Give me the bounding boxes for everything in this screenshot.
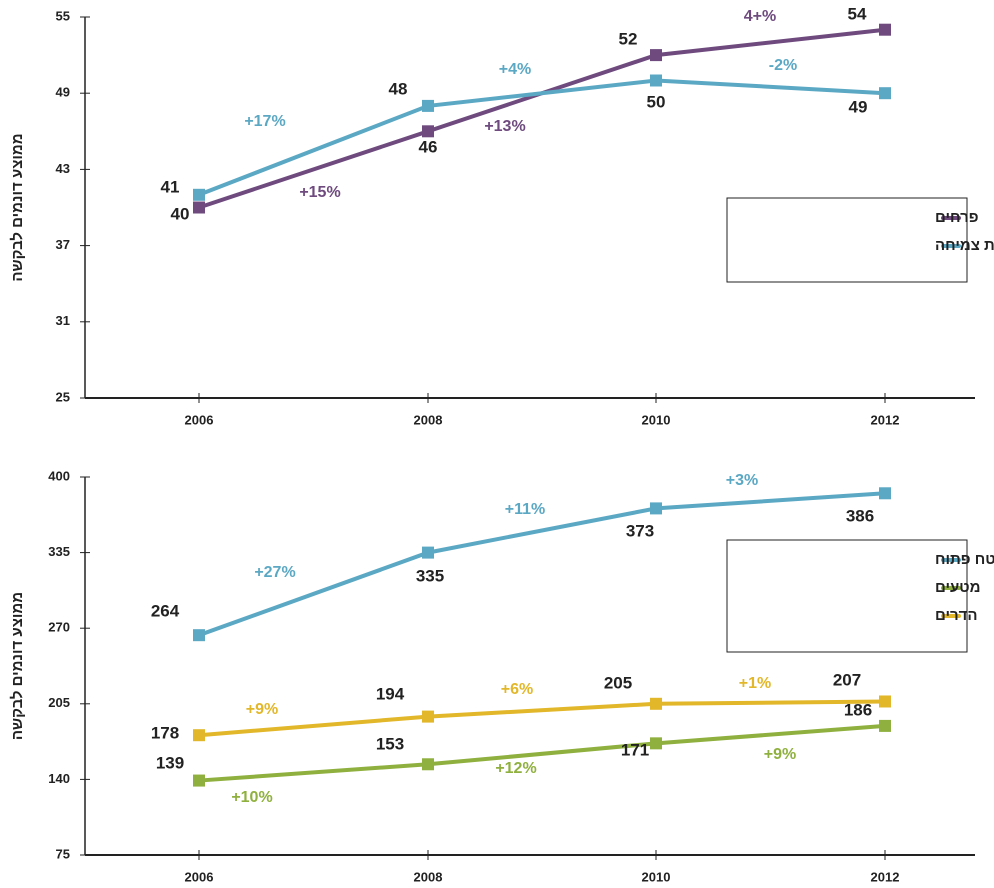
series-line xyxy=(198,699,886,738)
data-label: 139 xyxy=(156,753,184,772)
legend-box xyxy=(726,197,968,283)
data-point xyxy=(879,23,891,36)
data-point xyxy=(879,487,891,500)
x-tick-label: 2006 xyxy=(185,869,214,884)
change-label: +13% xyxy=(484,118,525,135)
y-tick-label: 140 xyxy=(48,771,70,786)
change-label: +10% xyxy=(231,789,272,806)
data-point xyxy=(193,188,205,201)
change-label: +6% xyxy=(501,681,533,698)
legend-box xyxy=(726,539,968,653)
y-axis-label: ממוצע דונמים לבקשה xyxy=(9,592,26,740)
legend-label: הדרים xyxy=(935,607,978,624)
data-label: 49 xyxy=(849,97,868,116)
data-label: 373 xyxy=(626,521,654,540)
data-label: 41 xyxy=(161,177,180,196)
series-line xyxy=(198,78,886,197)
x-tick-label: 2008 xyxy=(414,869,443,884)
y-tick-label: 43 xyxy=(56,161,70,176)
change-label: +11% xyxy=(505,501,545,518)
data-point xyxy=(422,546,434,559)
data-label: 386 xyxy=(846,506,874,525)
change-label: +9% xyxy=(246,701,278,718)
y-axis-label: ממוצע דונמים לבקשה xyxy=(9,133,26,281)
change-label: 4+% xyxy=(744,8,776,25)
data-point xyxy=(879,87,891,100)
data-point xyxy=(193,629,205,642)
y-tick-label: 335 xyxy=(48,544,70,559)
change-label: +12% xyxy=(495,760,536,777)
y-tick-label: 55 xyxy=(56,8,70,23)
data-label: 40 xyxy=(171,204,190,223)
data-label: 194 xyxy=(376,684,405,703)
y-tick-label: 49 xyxy=(56,85,70,100)
data-label: 171 xyxy=(621,740,649,759)
data-point xyxy=(879,695,891,708)
series-line xyxy=(198,723,886,783)
legend-label: מטעים xyxy=(935,579,981,596)
data-label: 207 xyxy=(833,670,861,689)
y-tick-label: 205 xyxy=(48,695,70,710)
data-point xyxy=(422,125,434,138)
change-label: -2% xyxy=(769,57,797,74)
change-label: +3% xyxy=(726,472,758,489)
data-label: 48 xyxy=(389,79,408,98)
data-label: 50 xyxy=(647,92,666,111)
y-tick-label: 75 xyxy=(56,846,70,861)
change-label: +1% xyxy=(739,675,771,692)
y-tick-label: 25 xyxy=(56,389,70,404)
x-tick-label: 2010 xyxy=(642,412,671,427)
data-label: 52 xyxy=(619,29,638,48)
x-tick-label: 2006 xyxy=(185,412,214,427)
data-point xyxy=(650,737,662,750)
data-point xyxy=(193,729,205,742)
x-tick-label: 2008 xyxy=(414,412,443,427)
change-label: +4% xyxy=(499,61,531,78)
legend-label: פרחים xyxy=(935,209,979,226)
y-tick-label: 270 xyxy=(48,620,70,635)
data-point xyxy=(650,74,662,87)
data-point xyxy=(193,774,205,787)
x-tick-label: 2012 xyxy=(871,412,900,427)
change-label: +27% xyxy=(254,564,295,581)
data-point xyxy=(193,201,205,214)
data-label: 205 xyxy=(604,673,632,692)
y-tick-label: 400 xyxy=(48,468,70,483)
data-point xyxy=(650,502,662,515)
x-tick-label: 2012 xyxy=(871,869,900,884)
data-label: 54 xyxy=(848,4,867,23)
data-label: 178 xyxy=(151,723,179,742)
series-line xyxy=(198,491,886,638)
change-label: +15% xyxy=(299,184,340,201)
data-point xyxy=(650,49,662,62)
data-point xyxy=(422,710,434,723)
data-label: 153 xyxy=(376,734,404,753)
data-label: 186 xyxy=(844,700,872,719)
data-point xyxy=(650,697,662,710)
data-point xyxy=(422,99,434,112)
data-label: 335 xyxy=(416,566,444,585)
data-point xyxy=(879,719,891,732)
data-label: 46 xyxy=(419,137,438,156)
change-label: +17% xyxy=(244,113,285,130)
y-tick-label: 31 xyxy=(56,313,70,328)
y-tick-label: 37 xyxy=(56,237,70,252)
data-point xyxy=(422,758,434,771)
legend-label: ירקות בבית צמיחה xyxy=(935,237,994,254)
legend-label: ירקות בשטח פתוח xyxy=(935,551,994,568)
change-label: +9% xyxy=(764,746,796,763)
x-tick-label: 2010 xyxy=(642,869,671,884)
data-label: 264 xyxy=(151,601,180,620)
